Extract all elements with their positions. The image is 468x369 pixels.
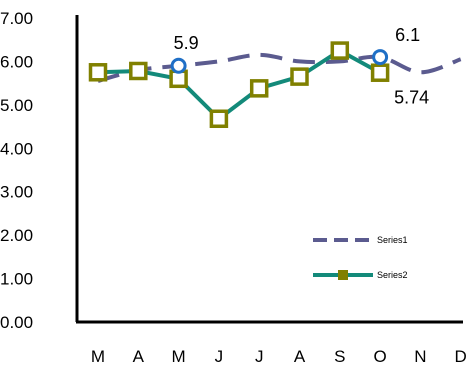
highlight-points — [170, 49, 389, 74]
series1-line — [97, 52, 462, 83]
x-tick-label: A — [133, 347, 145, 366]
series2-marker — [330, 41, 350, 60]
x-tick-label: S — [334, 347, 345, 366]
legend-series1-label: Series1 — [377, 235, 408, 245]
x-tick-label: N — [414, 347, 426, 366]
x-tick-label: O — [373, 347, 386, 366]
x-tick-label: M — [172, 347, 186, 366]
series2-marker — [370, 63, 390, 82]
series2-marker — [209, 109, 229, 129]
x-tick-label: D — [455, 347, 467, 366]
x-tick-label: M — [91, 347, 105, 366]
y-tick-label: 5.00 — [0, 96, 33, 115]
series2-marker — [249, 79, 269, 98]
y-tick-label: 4.00 — [0, 139, 33, 158]
y-tick-label: 6.00 — [0, 52, 33, 71]
y-tick-label: 0.00 — [0, 313, 33, 332]
y-tick-label: 1.00 — [0, 270, 33, 289]
data-label: 6.1 — [395, 25, 420, 45]
series2-marker — [88, 63, 108, 82]
legend-series2-label: Series2 — [377, 270, 408, 280]
y-tick-label: 3.00 — [0, 183, 33, 202]
highlight-point — [170, 57, 187, 74]
y-tick-label: 7.00 — [0, 9, 33, 28]
x-tick-label: A — [294, 347, 306, 366]
x-tick-label: J — [255, 347, 264, 366]
legend-series2-marker — [338, 270, 348, 280]
series2-marker — [129, 61, 148, 81]
legend: Series1 Series2 — [313, 235, 408, 280]
highlight-point — [372, 49, 389, 66]
y-axis-ticks: 0.00 1.00 2.00 3.00 4.00 5.00 6.00 7.00 — [0, 9, 33, 332]
series2-marker — [290, 67, 309, 86]
series-markers — [88, 41, 390, 129]
data-label: 5.9 — [174, 33, 199, 53]
data-label: 5.74 — [394, 88, 429, 108]
x-tick-label: J — [215, 347, 224, 366]
series-lines — [97, 48, 462, 121]
data-labels: 5.9 6.1 5.74 — [174, 25, 430, 108]
y-tick-label: 2.00 — [0, 226, 33, 245]
